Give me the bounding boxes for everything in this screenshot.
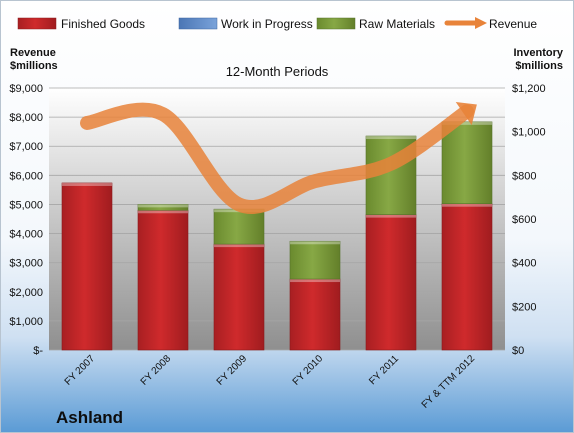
bar-finished-goods [289, 278, 341, 351]
left-tick-label: $9,000 [9, 83, 43, 95]
right-axis-title-line2: $millions [515, 60, 563, 72]
legend-swatch-work-in-progress [178, 17, 218, 30]
bar-finished-goods [365, 214, 417, 351]
legend-arrow-revenue [475, 17, 487, 29]
x-axis-ticks: FY 2007 FY 2008 FY 2009 FY 2010 FY 2011 FY & … [63, 353, 478, 411]
legend-label-work-in-progress: Work in Progress [221, 17, 313, 31]
right-tick-label: $0 [512, 345, 524, 357]
bar-cap-finished-goods [214, 244, 264, 248]
gridlines [49, 87, 505, 351]
legend-label-finished-goods: Finished Goods [61, 17, 145, 31]
left-tick-label: $5,000 [9, 199, 43, 211]
right-axis-ticks: $0 $200 $400 $600 $800 $1,000 $1,200 [512, 83, 546, 357]
bar-cap-finished-goods [366, 214, 416, 218]
legend-label-raw-materials: Raw Materials [359, 17, 435, 31]
bar-finished-goods [441, 203, 493, 351]
revenue-line-path [80, 102, 474, 214]
x-tick-label: FY 2008 [139, 353, 174, 388]
bar-cap-finished-goods [442, 203, 492, 207]
left-tick-label: $4,000 [9, 229, 43, 241]
legend: Finished Goods Work in Progress Raw Mate… [17, 17, 537, 31]
bar-cap-raw-materials [138, 204, 188, 208]
x-tick-label: FY 2009 [215, 353, 250, 388]
left-tick-label: $- [33, 345, 43, 357]
bar-cap-raw-materials [442, 121, 492, 125]
bar-finished-goods [213, 243, 265, 351]
bar-series [61, 121, 493, 351]
revenue-line [80, 102, 477, 214]
x-tick-label: FY & TTM 2012 [420, 353, 478, 411]
bar-raw-materials [289, 240, 341, 280]
left-tick-label: $7,000 [9, 141, 43, 153]
left-tick-label: $2,000 [9, 287, 43, 299]
left-tick-label: $3,000 [9, 258, 43, 270]
company-name: Ashland [56, 408, 123, 427]
left-axis-title-line1: Revenue [10, 47, 56, 59]
chart-title: 12-Month Periods [226, 64, 329, 79]
bar-cap-raw-materials [290, 241, 340, 245]
bar-raw-materials [213, 208, 265, 245]
bar-finished-goods [137, 209, 189, 351]
right-tick-label: $1,200 [512, 83, 546, 95]
legend-swatch-finished-goods [17, 17, 57, 30]
left-tick-label: $8,000 [9, 112, 43, 124]
left-tick-label: $1,000 [9, 316, 43, 328]
bar-raw-materials [137, 204, 189, 211]
left-axis-title-line2: $millions [10, 60, 58, 72]
revenue-arrow-head [455, 102, 477, 126]
right-tick-label: $600 [512, 214, 536, 226]
bar-raw-materials [441, 121, 493, 205]
x-tick-label: FY 2007 [63, 353, 98, 388]
right-axis-title-line1: Inventory [513, 47, 563, 59]
bar-finished-goods [61, 182, 113, 351]
right-tick-label: $800 [512, 170, 536, 182]
right-tick-label: $200 [512, 301, 536, 313]
x-tick-label: FY 2010 [291, 353, 326, 388]
x-tick-label: FY 2011 [367, 353, 401, 387]
legend-swatch-raw-materials [316, 17, 356, 30]
bar-cap-finished-goods [138, 210, 188, 214]
bar-cap-raw-materials [366, 136, 416, 140]
bar-cap-finished-goods [290, 279, 340, 283]
left-axis-ticks: $- $1,000 $2,000 $3,000 $4,000 $5,000 $6,000 $7… [9, 83, 43, 357]
bar-cap-finished-goods [62, 182, 112, 186]
right-tick-label: $400 [512, 258, 536, 270]
left-tick-label: $6,000 [9, 170, 43, 182]
right-tick-label: $1,000 [512, 127, 546, 139]
legend-label-revenue: Revenue [489, 17, 537, 31]
